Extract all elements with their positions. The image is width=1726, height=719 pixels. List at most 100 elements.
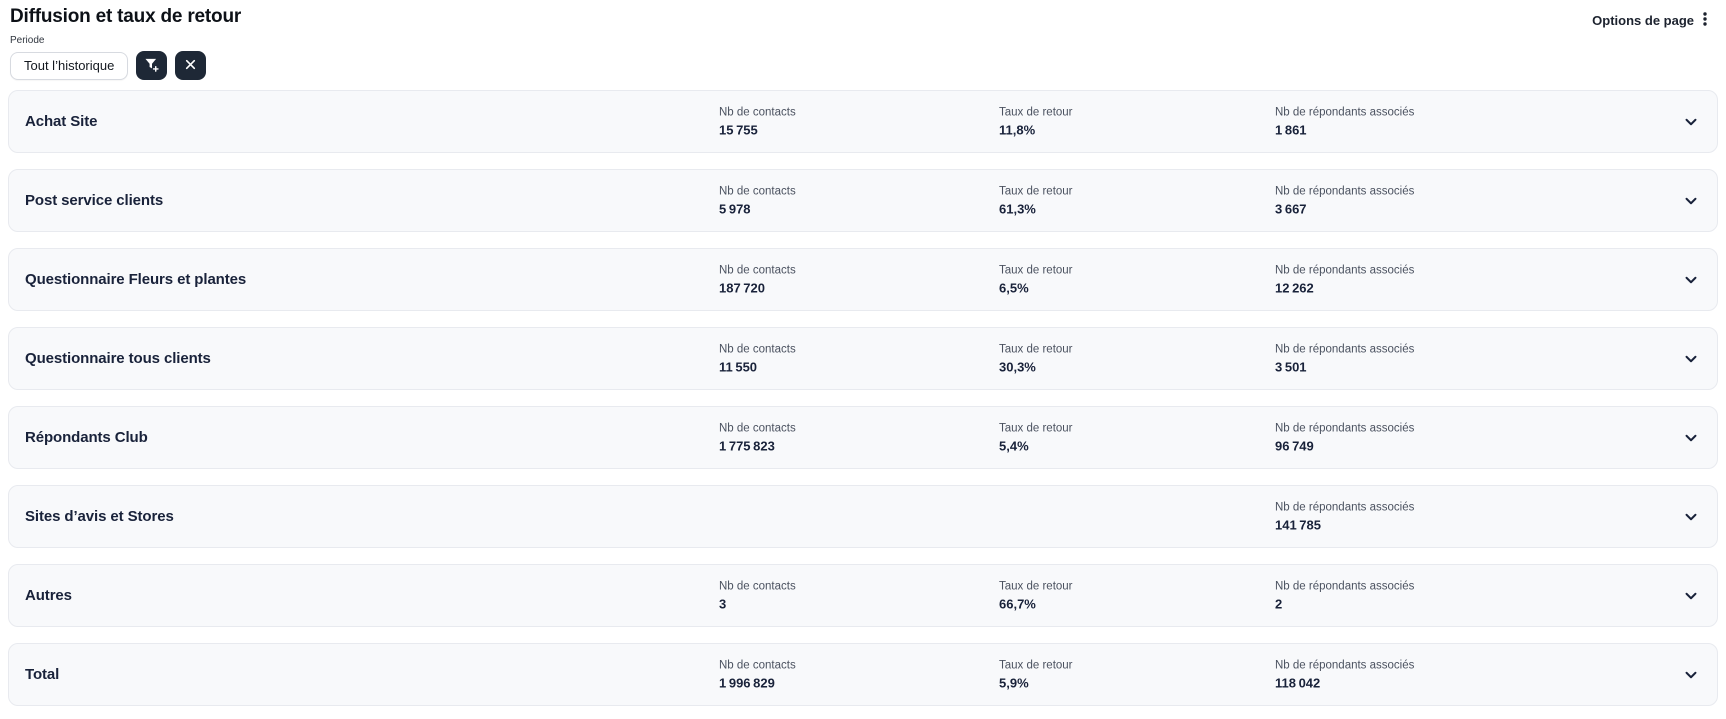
chevron-down-icon[interactable] [1681, 507, 1701, 527]
contacts-cell: Nb de contacts 15 755 [719, 106, 796, 137]
return-rate-label: Taux de retour [999, 106, 1073, 118]
return-rate-cell: Taux de retour 5,9% [999, 659, 1073, 690]
accordion-row[interactable]: Répondants Club Nb de contacts 1 775 823… [8, 406, 1718, 469]
accordion-row[interactable]: Sites d’avis et Stores Nb de contacts Ta… [8, 485, 1718, 548]
contacts-label: Nb de contacts [719, 185, 796, 197]
contacts-label: Nb de contacts [719, 659, 796, 671]
respondents-value: 3 667 [1275, 201, 1307, 216]
filter-plus-icon [143, 56, 160, 76]
filter-zone: Periode Tout l’historique [0, 35, 1726, 80]
accordion-row[interactable]: Questionnaire tous clients Nb de contact… [8, 327, 1718, 390]
return-rate-label: Taux de retour [999, 264, 1073, 276]
return-rate-value: 11,8% [999, 122, 1036, 137]
row-title: Achat Site [25, 113, 98, 130]
contacts-label: Nb de contacts [719, 422, 796, 434]
contacts-cell: Nb de contacts 1 775 823 [719, 422, 796, 453]
respondents-value: 141 785 [1275, 517, 1321, 532]
chevron-down-icon[interactable] [1681, 112, 1701, 132]
filter-label: Periode [10, 35, 45, 46]
contacts-cell: Nb de contacts 5 978 [719, 185, 796, 216]
respondents-label: Nb de répondants associés [1275, 580, 1415, 592]
respondents-value: 3 501 [1275, 359, 1307, 374]
page-header: Diffusion et taux de retour Options de p… [0, 0, 1726, 30]
contacts-cell: Nb de contacts 1 996 829 [719, 659, 796, 690]
respondents-cell: Nb de répondants associés 3 667 [1275, 185, 1414, 216]
return-rate-value: 5,4% [999, 438, 1029, 453]
return-rate-value: 6,5% [999, 280, 1029, 295]
kebab-menu-icon [1698, 11, 1712, 30]
contacts-value: 11 550 [719, 359, 758, 374]
respondents-cell: Nb de répondants associés 141 785 [1275, 501, 1414, 532]
respondents-value: 96 749 [1275, 438, 1314, 453]
contacts-label: Nb de contacts [719, 264, 796, 276]
return-rate-label: Taux de retour [999, 185, 1073, 197]
chevron-down-icon[interactable] [1681, 428, 1701, 448]
chevron-down-icon[interactable] [1681, 191, 1701, 211]
respondents-value: 2 [1275, 596, 1283, 611]
respondents-cell: Nb de répondants associés 1 861 [1275, 106, 1414, 137]
add-filter-button[interactable] [136, 51, 168, 80]
return-rate-label: Taux de retour [999, 659, 1073, 671]
respondents-label: Nb de répondants associés [1275, 264, 1415, 276]
respondents-value: 1 861 [1275, 122, 1307, 137]
row-title: Répondants Club [25, 429, 148, 446]
contacts-label: Nb de contacts [719, 343, 796, 355]
return-rate-cell: Taux de retour 66,7% [999, 580, 1073, 611]
chevron-down-icon[interactable] [1681, 586, 1701, 606]
row-title: Questionnaire Fleurs et plantes [25, 271, 247, 288]
respondents-cell: Nb de répondants associés 96 749 [1275, 422, 1414, 453]
return-rate-cell: Taux de retour 30,3% [999, 343, 1073, 374]
rows-container: Achat Site Nb de contacts 15 755 Taux de… [0, 80, 1726, 706]
accordion-row[interactable]: Post service clients Nb de contacts 5 97… [8, 169, 1718, 232]
respondents-label: Nb de répondants associés [1275, 501, 1415, 513]
contacts-value: 3 [719, 596, 727, 611]
return-rate-label: Taux de retour [999, 580, 1073, 592]
return-rate-label: Taux de retour [999, 422, 1073, 434]
contacts-value: 1 775 823 [719, 438, 775, 453]
accordion-row[interactable]: Total Nb de contacts 1 996 829 Taux de r… [8, 643, 1718, 706]
close-icon [184, 58, 197, 74]
return-rate-cell: Taux de retour 11,8% [999, 106, 1073, 137]
page-title: Diffusion et taux de retour [10, 6, 242, 27]
contacts-value: 187 720 [719, 280, 765, 295]
accordion-row[interactable]: Achat Site Nb de contacts 15 755 Taux de… [8, 90, 1718, 153]
page-options-label: Options de page [1592, 13, 1694, 28]
page-options-button[interactable]: Options de page [1592, 11, 1712, 30]
chevron-down-icon[interactable] [1681, 270, 1701, 290]
contacts-label: Nb de contacts [719, 580, 796, 592]
respondents-cell: Nb de répondants associés 2 [1275, 580, 1414, 611]
respondents-cell: Nb de répondants associés 118 042 [1275, 659, 1414, 690]
period-filter-chip[interactable]: Tout l’historique [10, 51, 129, 80]
return-rate-cell: Taux de retour 5,4% [999, 422, 1073, 453]
accordion-row[interactable]: Questionnaire Fleurs et plantes Nb de co… [8, 248, 1718, 311]
respondents-value: 12 262 [1275, 280, 1314, 295]
return-rate-value: 5,9% [999, 675, 1029, 690]
contacts-value: 15 755 [719, 122, 758, 137]
chevron-down-icon[interactable] [1681, 349, 1701, 369]
clear-filter-button[interactable] [175, 51, 207, 80]
return-rate-value: 66,7% [999, 596, 1036, 611]
row-title: Sites d’avis et Stores [25, 508, 174, 525]
respondents-value: 118 042 [1275, 675, 1321, 690]
respondents-cell: Nb de répondants associés 12 262 [1275, 264, 1414, 295]
chevron-down-icon[interactable] [1681, 665, 1701, 685]
respondents-label: Nb de répondants associés [1275, 659, 1415, 671]
row-title: Questionnaire tous clients [25, 350, 211, 367]
contacts-cell: Nb de contacts 3 [719, 580, 796, 611]
contacts-cell: Nb de contacts 11 550 [719, 343, 796, 374]
return-rate-value: 30,3% [999, 359, 1036, 374]
return-rate-label: Taux de retour [999, 343, 1073, 355]
return-rate-cell: Taux de retour 6,5% [999, 264, 1073, 295]
contacts-cell: Nb de contacts 187 720 [719, 264, 796, 295]
accordion-row[interactable]: Autres Nb de contacts 3 Taux de retour 6… [8, 564, 1718, 627]
contacts-value: 1 996 829 [719, 675, 775, 690]
row-title: Post service clients [25, 192, 164, 209]
contacts-value: 5 978 [719, 201, 751, 216]
return-rate-value: 61,3% [999, 201, 1036, 216]
row-title: Autres [25, 587, 72, 604]
respondents-label: Nb de répondants associés [1275, 185, 1415, 197]
respondents-label: Nb de répondants associés [1275, 343, 1415, 355]
respondents-label: Nb de répondants associés [1275, 422, 1415, 434]
respondents-cell: Nb de répondants associés 3 501 [1275, 343, 1414, 374]
return-rate-cell: Taux de retour 61,3% [999, 185, 1073, 216]
